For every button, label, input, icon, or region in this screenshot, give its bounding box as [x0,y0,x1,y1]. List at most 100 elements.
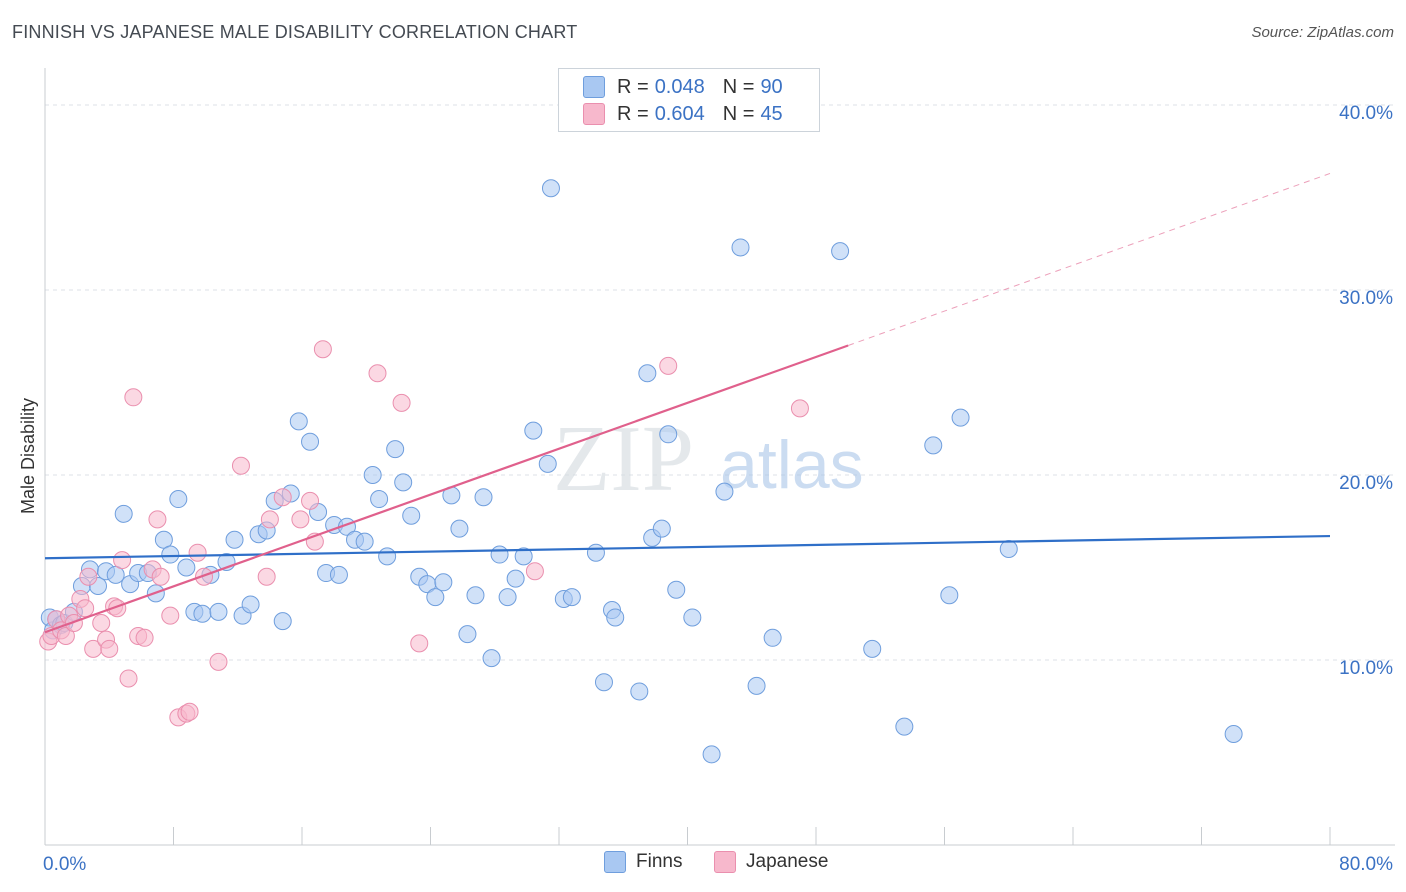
stats-row-finns: R = 0.048 N = 90 [583,74,783,100]
japanese-r-label: R = [617,102,649,125]
japanese-point-35 [291,510,310,529]
finns-point-21 [193,604,212,623]
japanese-point-27 [180,702,199,721]
finns-r-label: R = [617,75,649,98]
grid-lines [45,104,1395,661]
series-legend: Finns Japanese [0,851,1406,879]
finns-point-17 [161,545,180,564]
watermark-atlas: atlas [720,427,864,503]
finns-point-46 [394,473,413,492]
finns-point-45 [386,440,405,459]
legend-japanese-swatch [714,851,736,873]
finns-point-81 [747,676,766,695]
finns-point-44 [378,547,397,566]
japanese-point-29 [195,567,214,586]
finns-point-57 [482,649,501,668]
finns-point-54 [458,625,477,644]
finns-point-43 [370,490,389,509]
legend-item-finns[interactable]: Finns [604,851,682,873]
finns-point-19 [177,558,196,577]
finns-point-50 [426,588,445,607]
finns-point-66 [562,588,581,607]
finns-point-68 [594,673,613,692]
watermark: ZIP atlas [553,407,864,511]
japanese-point-4 [56,626,75,645]
legend-finns-swatch [604,851,626,873]
finns-point-59 [498,588,517,607]
japanese-point-43 [659,356,678,375]
finns-point-47 [402,506,421,525]
finns-trend-line [44,534,1331,560]
finns-point-61 [514,547,533,566]
finns-point-62 [524,421,543,440]
finns-point-80 [731,238,750,257]
japanese-point-40 [392,393,411,412]
legend-item-japanese[interactable]: Japanese [714,851,828,873]
finns-point-58 [490,545,509,564]
y-tick-label-0: 10.0% [1339,658,1393,679]
japanese-trend-line [44,344,849,634]
finns-point-78 [702,745,721,764]
finns-r-value: 0.048 [654,75,705,98]
finns-point-74 [652,519,671,538]
japanese-point-20 [135,628,154,647]
finns-point-84 [863,639,882,658]
japanese-point-44 [790,399,809,418]
finns-point-34 [301,432,320,451]
y-tick-label-3: 40.0% [1339,103,1393,124]
japanese-point-36 [301,491,320,510]
japanese-n-label: N = [722,102,755,125]
finns-point-38 [329,565,348,584]
japanese-point-16 [113,551,132,570]
finns-point-23 [209,602,228,621]
axes [44,68,1395,846]
japanese-point-32 [257,567,276,586]
japanese-r-value: 0.604 [654,102,705,125]
axis-labels: Male Disability 10.0% 20.0% 30.0% 40.0% 0.0%… [18,103,1393,875]
finns-point-71 [630,682,649,701]
japanese-point-28 [188,543,207,562]
finns-point-76 [667,580,686,599]
chart-source: Source: ZipAtlas.com [1251,24,1394,41]
watermark-zip: ZIP [553,407,694,511]
japanese-point-38 [313,340,332,359]
finns-point-85 [895,717,914,736]
finns-point-56 [474,488,493,507]
japanese-point-42 [525,562,544,581]
finns-point-90 [1224,725,1243,743]
japanese-point-33 [260,510,279,529]
finns-point-31 [273,612,292,631]
finns-point-27 [241,595,260,614]
finns-swatch [583,76,605,98]
japanese-point-34 [273,488,292,507]
x-tick-label-0: 0.0% [43,854,86,875]
stats-legend: R = 0.048 N = 90 R = 0.604 N = 45 [558,68,820,132]
finns-point-25 [225,530,244,549]
finns-point-70 [606,608,625,627]
japanese-point-41 [410,634,429,653]
finns-point-51 [434,573,453,592]
finns-point-55 [466,586,485,605]
japanese-point-9 [79,567,98,586]
japanese-point-31 [231,456,250,475]
finns-point-67 [586,543,605,562]
finns-point-53 [450,519,469,538]
finns-point-88 [951,408,970,427]
chart-title: FINNISH VS JAPANESE MALE DISABILITY CORR… [12,22,578,42]
x-tick-label-1: 80.0% [1339,854,1393,875]
japanese-point-24 [161,606,180,625]
trend-lines [44,172,1331,634]
japanese-point-22 [148,510,167,529]
finns-point-60 [506,569,525,588]
finns-point-89 [999,540,1018,558]
finns-point-42 [363,466,382,484]
japanese-point-11 [92,614,111,632]
legend-finns-label: Finns [636,851,683,872]
y-axis-title: Male Disability [18,398,38,514]
finns-point-64 [541,179,560,198]
japanese-n-value: 45 [760,102,783,125]
finns-point-63 [538,454,557,473]
legend-japanese-label: Japanese [746,851,829,872]
finns-point-86 [924,436,943,455]
